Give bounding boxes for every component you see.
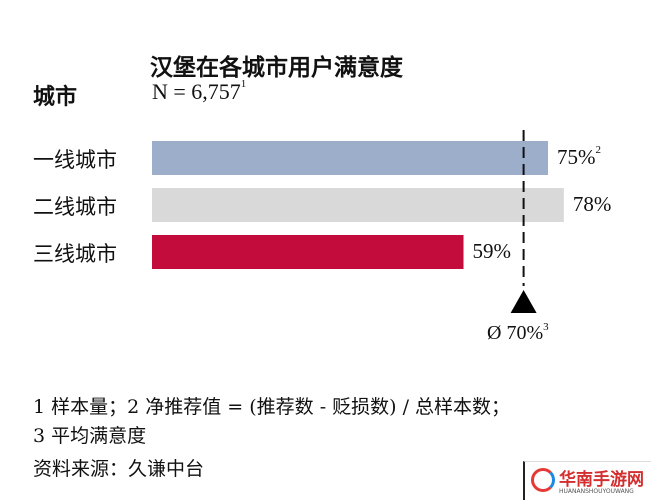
value-label: 59% — [473, 239, 512, 264]
value-text: 59% — [472, 239, 512, 263]
footnote-line-2: 3 平均满意度 — [33, 425, 147, 447]
sample-size: N = 6,7571 — [152, 78, 247, 105]
sample-footnote: 1 — [240, 78, 247, 90]
category-label: 一线城市 — [33, 148, 117, 172]
watermark-name: 华南手游网 — [559, 470, 644, 490]
value-label: 78% — [573, 192, 612, 217]
watermark-sub: HUANANSHOUYOUWANG — [559, 488, 634, 495]
chart-title: 汉堡在各城市用户满意度 — [150, 54, 403, 81]
average-text: Ø 70% — [487, 322, 544, 344]
value-footnote: 2 — [595, 144, 602, 156]
average-marker-triangle-icon — [510, 290, 537, 313]
category-label: 二线城市 — [33, 195, 117, 219]
bar-2 — [152, 188, 564, 222]
value-text: 78% — [572, 192, 612, 216]
bar-1 — [152, 141, 548, 175]
watermark-logo-icon — [531, 468, 555, 492]
watermark: 华南手游网 HUANANSHOUYOUWANG — [523, 461, 651, 500]
source-note: 资料来源：久谦中台 — [33, 458, 205, 480]
sample-size-text: N = 6,757 — [152, 79, 241, 104]
value-label: 75%2 — [557, 144, 602, 170]
value-text: 75% — [557, 145, 596, 169]
category-label: 三线城市 — [33, 242, 117, 266]
category-header: 城市 — [33, 84, 78, 110]
average-label: Ø 70%3 — [487, 321, 549, 345]
bar-3 — [152, 235, 464, 269]
average-footnote: 3 — [543, 321, 549, 333]
footnote-line-1: 1 样本量；2 净推荐值 = (推荐数 - 贬损数) / 总样本数； — [33, 396, 511, 418]
